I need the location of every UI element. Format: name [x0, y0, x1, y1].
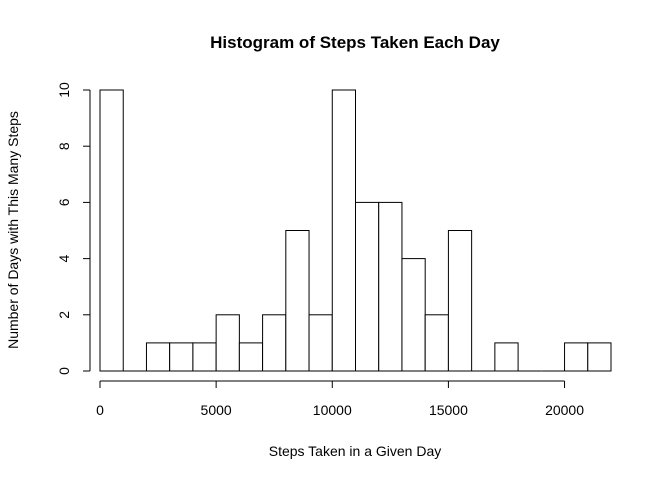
- x-tick-label: 15000: [429, 402, 468, 418]
- histogram-bar: [564, 342, 589, 372]
- x-tick-label: 0: [96, 402, 104, 418]
- x-axis: 0 5000 10000 15000 20000: [96, 380, 584, 418]
- y-axis-label: Number of Days with This Many Steps: [5, 111, 21, 349]
- histogram-bar: [494, 342, 519, 372]
- chart-title: Histogram of Steps Taken Each Day: [210, 33, 500, 52]
- histogram-bar: [99, 89, 124, 372]
- histogram-bar: [331, 89, 357, 372]
- y-tick-label: 6: [56, 198, 72, 206]
- y-tick-label: 0: [56, 367, 72, 375]
- histogram-bar: [169, 342, 194, 372]
- histogram-bar: [215, 314, 240, 372]
- histogram-bar: [308, 314, 333, 372]
- x-axis-label: Steps Taken in a Given Day: [269, 443, 442, 459]
- x-tick-label: 5000: [201, 402, 232, 418]
- histogram-bar: [401, 258, 426, 372]
- histogram-bar: [262, 314, 287, 372]
- x-tick-label: 10000: [313, 402, 352, 418]
- x-tick-label: 20000: [545, 402, 584, 418]
- histogram-bar: [424, 314, 449, 372]
- y-tick-label: 2: [56, 311, 72, 319]
- histogram-bar: [192, 342, 217, 372]
- histogram-bar: [355, 201, 380, 372]
- histogram-bar: [587, 342, 612, 372]
- y-tick-label: 10: [56, 82, 72, 98]
- histogram-bar: [447, 230, 473, 372]
- histogram-bar: [378, 201, 403, 372]
- bars-group: [99, 89, 612, 372]
- histogram-bar: [285, 230, 310, 372]
- y-tick-label: 4: [56, 254, 72, 262]
- histogram-bar: [145, 342, 171, 372]
- histogram-bar: [238, 342, 264, 372]
- y-tick-label: 8: [56, 142, 72, 150]
- y-axis: 0 2 4 6 8 10: [56, 82, 91, 375]
